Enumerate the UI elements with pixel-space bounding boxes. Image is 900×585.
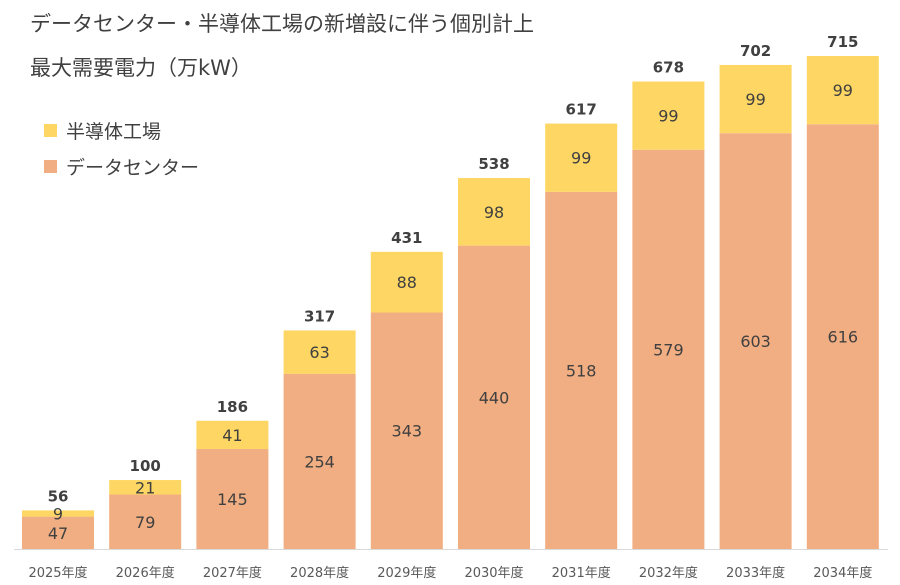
legend-swatch-datacenter	[44, 159, 57, 173]
bar-semiconductor	[545, 123, 618, 192]
legend: 半導体工場 データセンター	[44, 112, 199, 184]
bar-datacenter	[109, 494, 182, 549]
bar-semiconductor	[22, 510, 94, 517]
data-label-datacenter: 254	[304, 452, 335, 471]
bar-semiconductor	[370, 251, 443, 313]
x-tick-label: 2032年度	[639, 565, 698, 581]
bar-datacenter	[283, 373, 356, 549]
chart-title: データセンター・半導体工場の新増設に伴う個別計上	[30, 12, 534, 36]
bar-semiconductor	[458, 178, 530, 246]
x-tick-label: 2031年度	[552, 565, 611, 581]
bar-semiconductor	[109, 480, 182, 495]
total-label: 678	[653, 59, 684, 77]
bar-datacenter	[22, 516, 94, 549]
total-label: 702	[740, 42, 771, 60]
bar-datacenter	[719, 133, 792, 550]
x-tick-label: 2029年度	[377, 565, 436, 581]
legend-label-datacenter: データセンター	[66, 156, 200, 179]
total-label: 100	[130, 457, 161, 475]
total-label: 186	[217, 398, 248, 416]
bar-datacenter	[632, 149, 705, 549]
data-label-semiconductor: 63	[309, 343, 329, 362]
data-label-datacenter: 518	[566, 361, 597, 380]
data-label-semiconductor: 99	[658, 107, 678, 126]
bar-semiconductor	[719, 64, 792, 134]
total-label: 538	[478, 155, 509, 173]
total-label: 56	[48, 487, 69, 505]
legend-item-semiconductor: 半導体工場	[44, 112, 199, 148]
bar-datacenter	[545, 191, 618, 550]
data-label-semiconductor: 98	[484, 203, 504, 222]
total-label: 617	[566, 101, 597, 119]
data-label-semiconductor: 99	[833, 81, 853, 100]
bar-semiconductor	[806, 56, 879, 125]
x-tick-label: 2027年度	[203, 565, 262, 581]
total-label: 317	[304, 307, 335, 325]
data-label-semiconductor: 9	[53, 504, 63, 523]
total-label: 431	[391, 229, 422, 247]
chart-subtitle: 最大需要電力（万kW）	[30, 56, 252, 80]
data-label-datacenter: 79	[135, 513, 155, 532]
data-label-datacenter: 579	[653, 340, 684, 359]
bar-semiconductor	[632, 81, 705, 150]
bar-datacenter	[806, 124, 879, 549]
x-tick-label: 2030年度	[464, 565, 523, 581]
data-label-semiconductor: 99	[571, 149, 591, 168]
data-label-semiconductor: 21	[135, 478, 155, 497]
data-label-semiconductor: 99	[745, 90, 765, 109]
data-label-datacenter: 616	[828, 328, 859, 347]
bar-datacenter	[196, 449, 269, 549]
legend-item-datacenter: データセンター	[44, 148, 199, 184]
x-tick-label: 2028年度	[290, 565, 349, 581]
data-label-datacenter: 440	[479, 388, 510, 407]
legend-label-semiconductor: 半導体工場	[66, 120, 162, 143]
legend-swatch-semiconductor	[44, 123, 57, 137]
data-label-datacenter: 343	[392, 422, 423, 441]
data-label-datacenter: 47	[48, 524, 68, 543]
x-tick-label: 2034年度	[813, 565, 872, 581]
total-label: 715	[827, 33, 858, 51]
bar-datacenter	[458, 245, 530, 549]
x-tick-label: 2025年度	[28, 565, 87, 581]
x-tick-label: 2033年度	[726, 565, 785, 581]
data-label-semiconductor: 41	[222, 426, 242, 445]
data-label-datacenter: 145	[217, 490, 248, 509]
x-tick-label: 2026年度	[116, 565, 175, 581]
bar-semiconductor	[196, 420, 269, 450]
data-label-semiconductor: 88	[397, 273, 417, 292]
bar-semiconductor	[283, 330, 356, 374]
data-label-datacenter: 603	[740, 332, 771, 351]
bar-datacenter	[370, 312, 443, 549]
